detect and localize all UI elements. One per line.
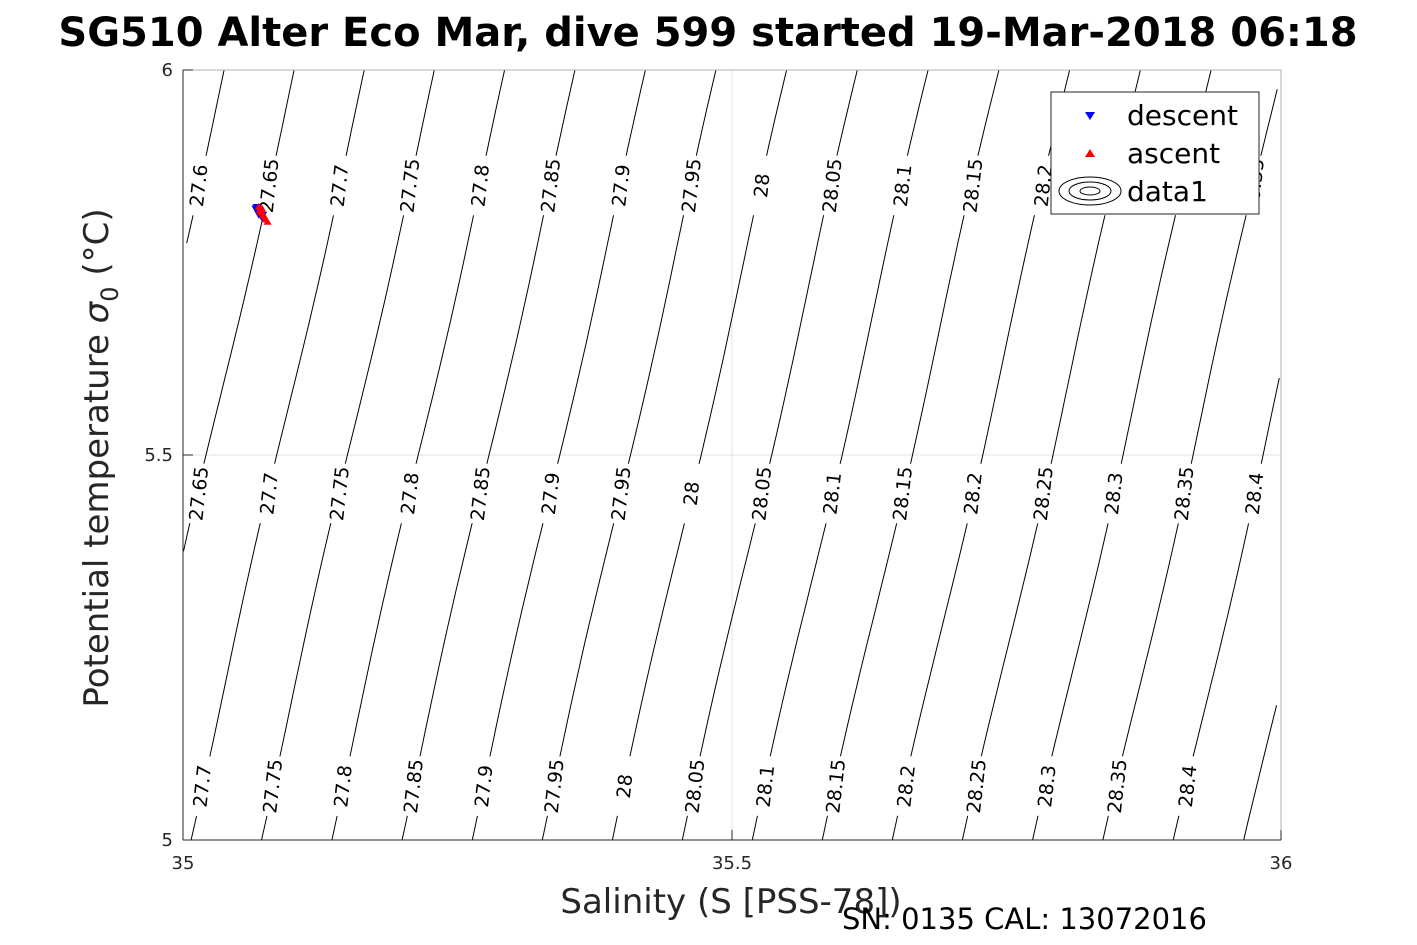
contour-label: 28.4: [1242, 471, 1269, 516]
contour-label-gap: [259, 755, 286, 817]
contour-label: 28.1: [753, 764, 780, 809]
contour-label: 27.9: [471, 764, 498, 809]
ascent-point: [258, 204, 267, 212]
legend-ascent-marker: [1085, 149, 1095, 157]
contour-label: 28.2: [893, 764, 920, 809]
contour-label: 28: [750, 172, 775, 198]
contour-label-gap: [1103, 755, 1130, 817]
contour-labels: 27.6 27.65 27.7 27.75 27.8 27.85 27.9 27.95 28 28…: [185, 155, 1269, 817]
contour-label: 27.7: [256, 471, 283, 516]
contour-label-gap: [399, 755, 427, 817]
axis-ticks: 35 35.5 36 5 5.5 6: [144, 60, 1292, 874]
legend: descent ascent data1: [1050, 91, 1260, 215]
contour-label: 28.3: [1101, 471, 1128, 516]
contour-label-gap: [607, 155, 634, 216]
contour-label-gap: [888, 155, 916, 216]
legend-descent-marker: [1085, 112, 1095, 120]
contour-line: [1243, 705, 1278, 841]
contour-label: 28.3: [1034, 764, 1061, 809]
contour-label-gap: [329, 755, 356, 817]
contour-label-gap: [255, 155, 282, 216]
y-tick-label: 6: [162, 60, 173, 81]
chart-title: SG510 Alter Eco Mar, dive 599 started 19…: [58, 10, 1357, 56]
contour-label-gap: [748, 463, 775, 524]
contour-label-gap: [470, 755, 497, 817]
contour-label-gap: [607, 463, 634, 524]
legend-contour-icon: [1058, 176, 1122, 206]
contour-label-gap: [681, 755, 708, 817]
contour-label-gap: [610, 755, 638, 817]
contour-label: 28.1: [819, 471, 846, 516]
contour-label-gap: [959, 155, 986, 216]
y-axis-label: Potential temperature σ0 (°C): [77, 208, 124, 707]
contour-label-gap: [892, 755, 919, 817]
contour-label-gap: [748, 155, 775, 216]
contour-label-gap: [466, 155, 493, 216]
contour-label-gap: [1100, 463, 1127, 524]
contour-label-gap: [1029, 155, 1057, 216]
y-tick-label: 5.5: [144, 445, 173, 466]
contour-label-gap: [185, 155, 212, 216]
ascent-point: [263, 217, 272, 225]
x-tick-label: 35.5: [712, 853, 752, 874]
contour-label: 27.8: [330, 764, 357, 809]
contour-label: 28.4: [1175, 764, 1202, 809]
legend-ascent-label: ascent: [1127, 137, 1220, 170]
contour-label-gap: [396, 463, 423, 524]
contour-label: 27.9: [538, 471, 565, 516]
contour-label: 28.2: [960, 471, 987, 516]
contour-label-gap: [751, 755, 779, 817]
contour-label-gap: [888, 463, 916, 524]
contour-label-gap: [255, 463, 282, 524]
y-axis-label-main: Potential temperature: [77, 323, 117, 707]
contour-label: 27.7: [327, 163, 354, 208]
contour-label-gap: [466, 463, 493, 524]
contour-label: 27.6: [186, 163, 213, 208]
contour-label-gap: [677, 155, 705, 216]
contour-label-gap: [396, 155, 423, 216]
contour-label-gap: [537, 463, 564, 524]
contour-label: 27.7: [189, 764, 216, 809]
contour-label-gap: [537, 155, 564, 216]
x-tick-label: 35: [172, 853, 195, 874]
contour-label-gap: [818, 463, 845, 524]
contour-label-gap: [325, 463, 353, 524]
contour-label-gap: [962, 755, 990, 817]
contour-label-gap: [1029, 463, 1057, 524]
contour-label: 28: [613, 773, 638, 799]
legend-descent-label: descent: [1127, 99, 1238, 132]
contour-label-gap: [1174, 755, 1201, 817]
y-tick-label: 5: [162, 830, 173, 851]
contour-label: 27.8: [397, 471, 424, 516]
contour-label: 28.1: [890, 163, 917, 208]
contour-label-gap: [822, 755, 849, 817]
contour-label: 28: [680, 480, 705, 506]
contour-label-gap: [1033, 755, 1060, 817]
y-axis-label-symbol: σ: [77, 300, 117, 323]
x-tick-label: 36: [1270, 853, 1293, 874]
ascent-point: [260, 212, 269, 220]
legend-data1-label: data1: [1127, 175, 1208, 208]
contour-label-gap: [185, 463, 212, 524]
contour-label-gap: [1170, 463, 1197, 524]
contour-label-gap: [1240, 463, 1268, 524]
y-axis-label-unit: (°C): [77, 208, 117, 286]
data-points: [251, 203, 272, 225]
contour-label-gap: [959, 463, 986, 524]
y-axis-label-subscript: 0: [96, 286, 124, 301]
contour-label-gap: [540, 755, 567, 817]
contour-label-gap: [677, 463, 705, 524]
footer-serial-cal: SN: 0135 CAL: 13072016: [842, 902, 1207, 936]
x-axis-label: Salinity (S [PSS-78]): [560, 882, 901, 922]
contour-label: 27.9: [608, 163, 635, 208]
contour-label: 27.8: [468, 163, 495, 208]
contour-label-gap: [188, 755, 215, 817]
contour-label-gap: [325, 155, 353, 216]
contour-label-gap: [818, 155, 845, 216]
